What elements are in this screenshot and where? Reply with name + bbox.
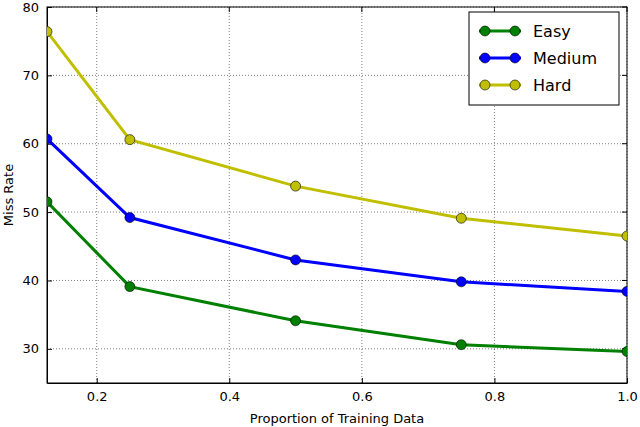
tick-label: 70	[22, 68, 39, 83]
series-line	[47, 32, 627, 236]
legend-marker	[510, 80, 520, 90]
series-line	[47, 139, 627, 291]
point	[47, 134, 52, 144]
legend-label: Hard	[533, 76, 571, 95]
tick: 30	[22, 341, 52, 356]
legend: Easy Medium Hard	[469, 12, 619, 105]
legend-marker	[510, 53, 520, 63]
y-axis-title: Miss Rate	[1, 164, 16, 226]
tick-mark	[229, 378, 230, 383]
point	[291, 255, 301, 265]
tick-label: 40	[22, 273, 39, 288]
point	[125, 135, 135, 145]
tick-mark	[622, 280, 627, 281]
tick-mark	[47, 280, 52, 281]
tick-label: 60	[22, 136, 39, 151]
tick-mark	[362, 378, 363, 383]
tick-label: 0.2	[87, 389, 108, 404]
tick: 0.8	[485, 378, 506, 404]
tick-label: 0.8	[485, 389, 506, 404]
tick-mark	[96, 7, 97, 12]
tick-label: 0.4	[219, 389, 240, 404]
grid-line	[361, 7, 362, 383]
tick: 70	[22, 68, 52, 83]
tick-mark	[622, 143, 627, 144]
legend-box	[469, 12, 619, 105]
tick-label: 50	[22, 205, 39, 220]
point	[456, 277, 466, 287]
point	[291, 316, 301, 326]
point	[456, 340, 466, 350]
tick-label: 80	[22, 0, 39, 15]
data	[47, 27, 627, 357]
legend-marker	[480, 80, 490, 90]
legend-marker	[480, 26, 490, 36]
point	[291, 181, 301, 191]
legend-label: Medium	[533, 49, 597, 68]
tick-mark	[47, 75, 52, 76]
grid-line	[47, 143, 627, 144]
grid-line	[47, 212, 627, 213]
point	[47, 197, 52, 207]
frame	[47, 7, 627, 383]
tick: 40	[22, 273, 52, 288]
grid-line	[96, 7, 97, 383]
grid-line	[229, 7, 230, 383]
chart: 0.2 0.4 0.6 0.8 1.0 30 40 50 60 70 80 Easy Medium Har…	[0, 0, 640, 427]
tick-mark	[47, 349, 52, 350]
tick-label: 1.0	[617, 389, 638, 404]
tick-mark	[97, 378, 98, 383]
point	[125, 213, 135, 223]
point	[622, 286, 627, 296]
x-axis: 0.2 0.4 0.6 0.8 1.0	[48, 378, 638, 404]
point	[125, 282, 135, 292]
legend-label: Easy	[533, 22, 571, 41]
tick-mark	[622, 75, 627, 76]
point	[456, 213, 466, 223]
point	[622, 231, 627, 241]
tick-mark	[47, 212, 52, 213]
tick-mark	[494, 378, 495, 383]
tick: 0.4	[219, 378, 240, 404]
point	[47, 27, 52, 37]
point	[622, 347, 627, 357]
legend-marker	[480, 53, 490, 63]
series-line	[47, 202, 627, 352]
y-axis: 30 40 50 60 70 80	[22, 0, 52, 383]
tick-mark	[229, 7, 230, 12]
tick-mark	[361, 7, 362, 12]
tick-mark	[622, 212, 627, 213]
tick-label: 30	[22, 341, 39, 356]
tick-mark	[494, 7, 495, 12]
plot: 0.2 0.4 0.6 0.8 1.0 30 40 50 60 70 80 Easy Medium Har…	[22, 0, 637, 404]
tick: 0.2	[87, 378, 108, 404]
grid	[47, 7, 627, 383]
grid-line	[47, 280, 627, 281]
tick-label: 0.6	[352, 389, 373, 404]
tick: 0.6	[352, 378, 373, 404]
x-axis-title: Proportion of Training Data	[250, 411, 424, 426]
legend-marker	[510, 26, 520, 36]
